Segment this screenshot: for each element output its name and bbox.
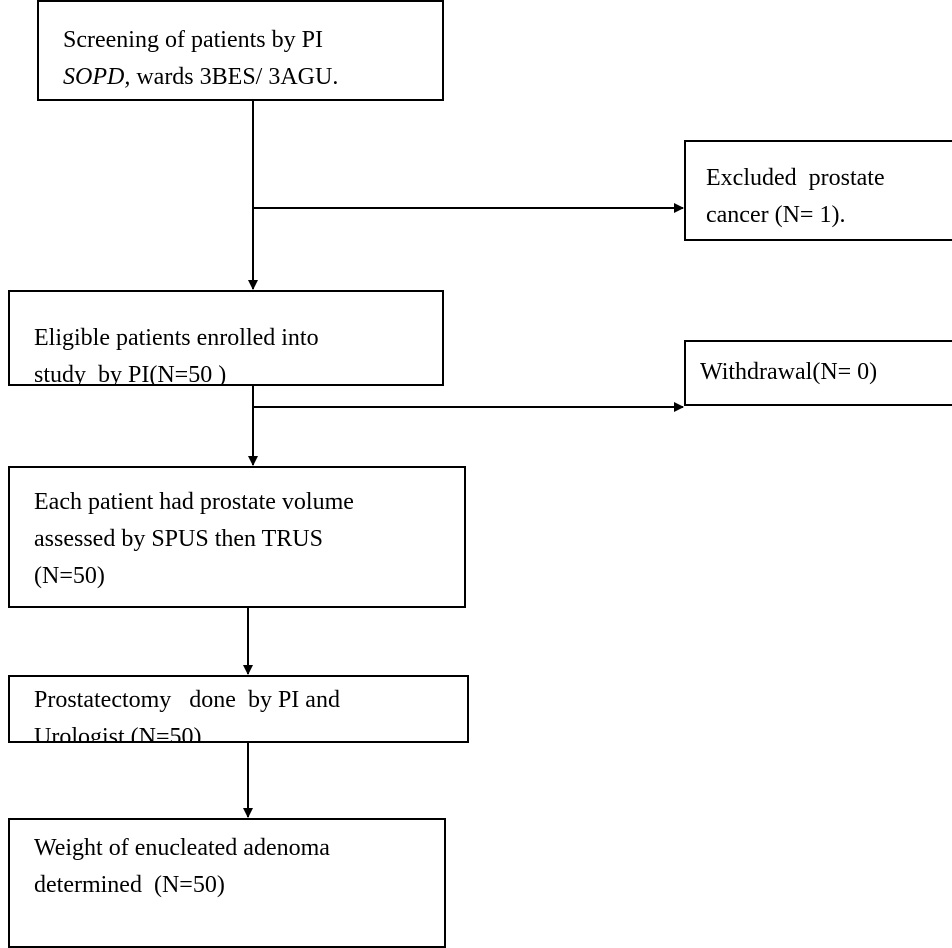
text: wards 3BES/ 3AGU.: [130, 64, 339, 90]
text-line: Weight of enucleated adenoma: [34, 835, 330, 861]
prostatectomy-box: Prostatectomy done by PI and Urologist (…: [8, 675, 469, 743]
excluded-box: Excluded prostate cancer (N= 1).: [684, 140, 952, 241]
text-line: Each patient had prostate volume: [34, 489, 354, 515]
text-line: Prostatectomy done by PI and: [34, 687, 340, 713]
text-line: Eligible patients enrolled into: [34, 325, 319, 351]
text-line: Screening of patients by PI: [63, 27, 323, 53]
weight-box: Weight of enucleated adenoma determined …: [8, 818, 446, 948]
text-line: (N=50): [34, 563, 105, 589]
text-line: assessed by SPUS then TRUS: [34, 526, 323, 552]
text-emphasis: SOPD,: [63, 64, 131, 90]
withdrawal-box: Withdrawal(N= 0): [684, 340, 952, 406]
text-line: Urologist (N=50): [34, 724, 202, 743]
screening-box: Screening of patients by PI SOPD, wards …: [37, 0, 444, 101]
text-line: study by PI(N=50 ): [34, 362, 227, 386]
assessment-box: Each patient had prostate volume assesse…: [8, 466, 466, 608]
text-line: Excluded prostate: [706, 165, 885, 191]
text-line: determined (N=50): [34, 872, 225, 898]
eligible-box: Eligible patients enrolled into study by…: [8, 290, 444, 386]
text-line: Withdrawal(N= 0): [700, 359, 878, 385]
text-line: cancer (N= 1).: [706, 202, 846, 228]
text-line: SOPD, wards 3BES/ 3AGU.: [63, 59, 442, 96]
